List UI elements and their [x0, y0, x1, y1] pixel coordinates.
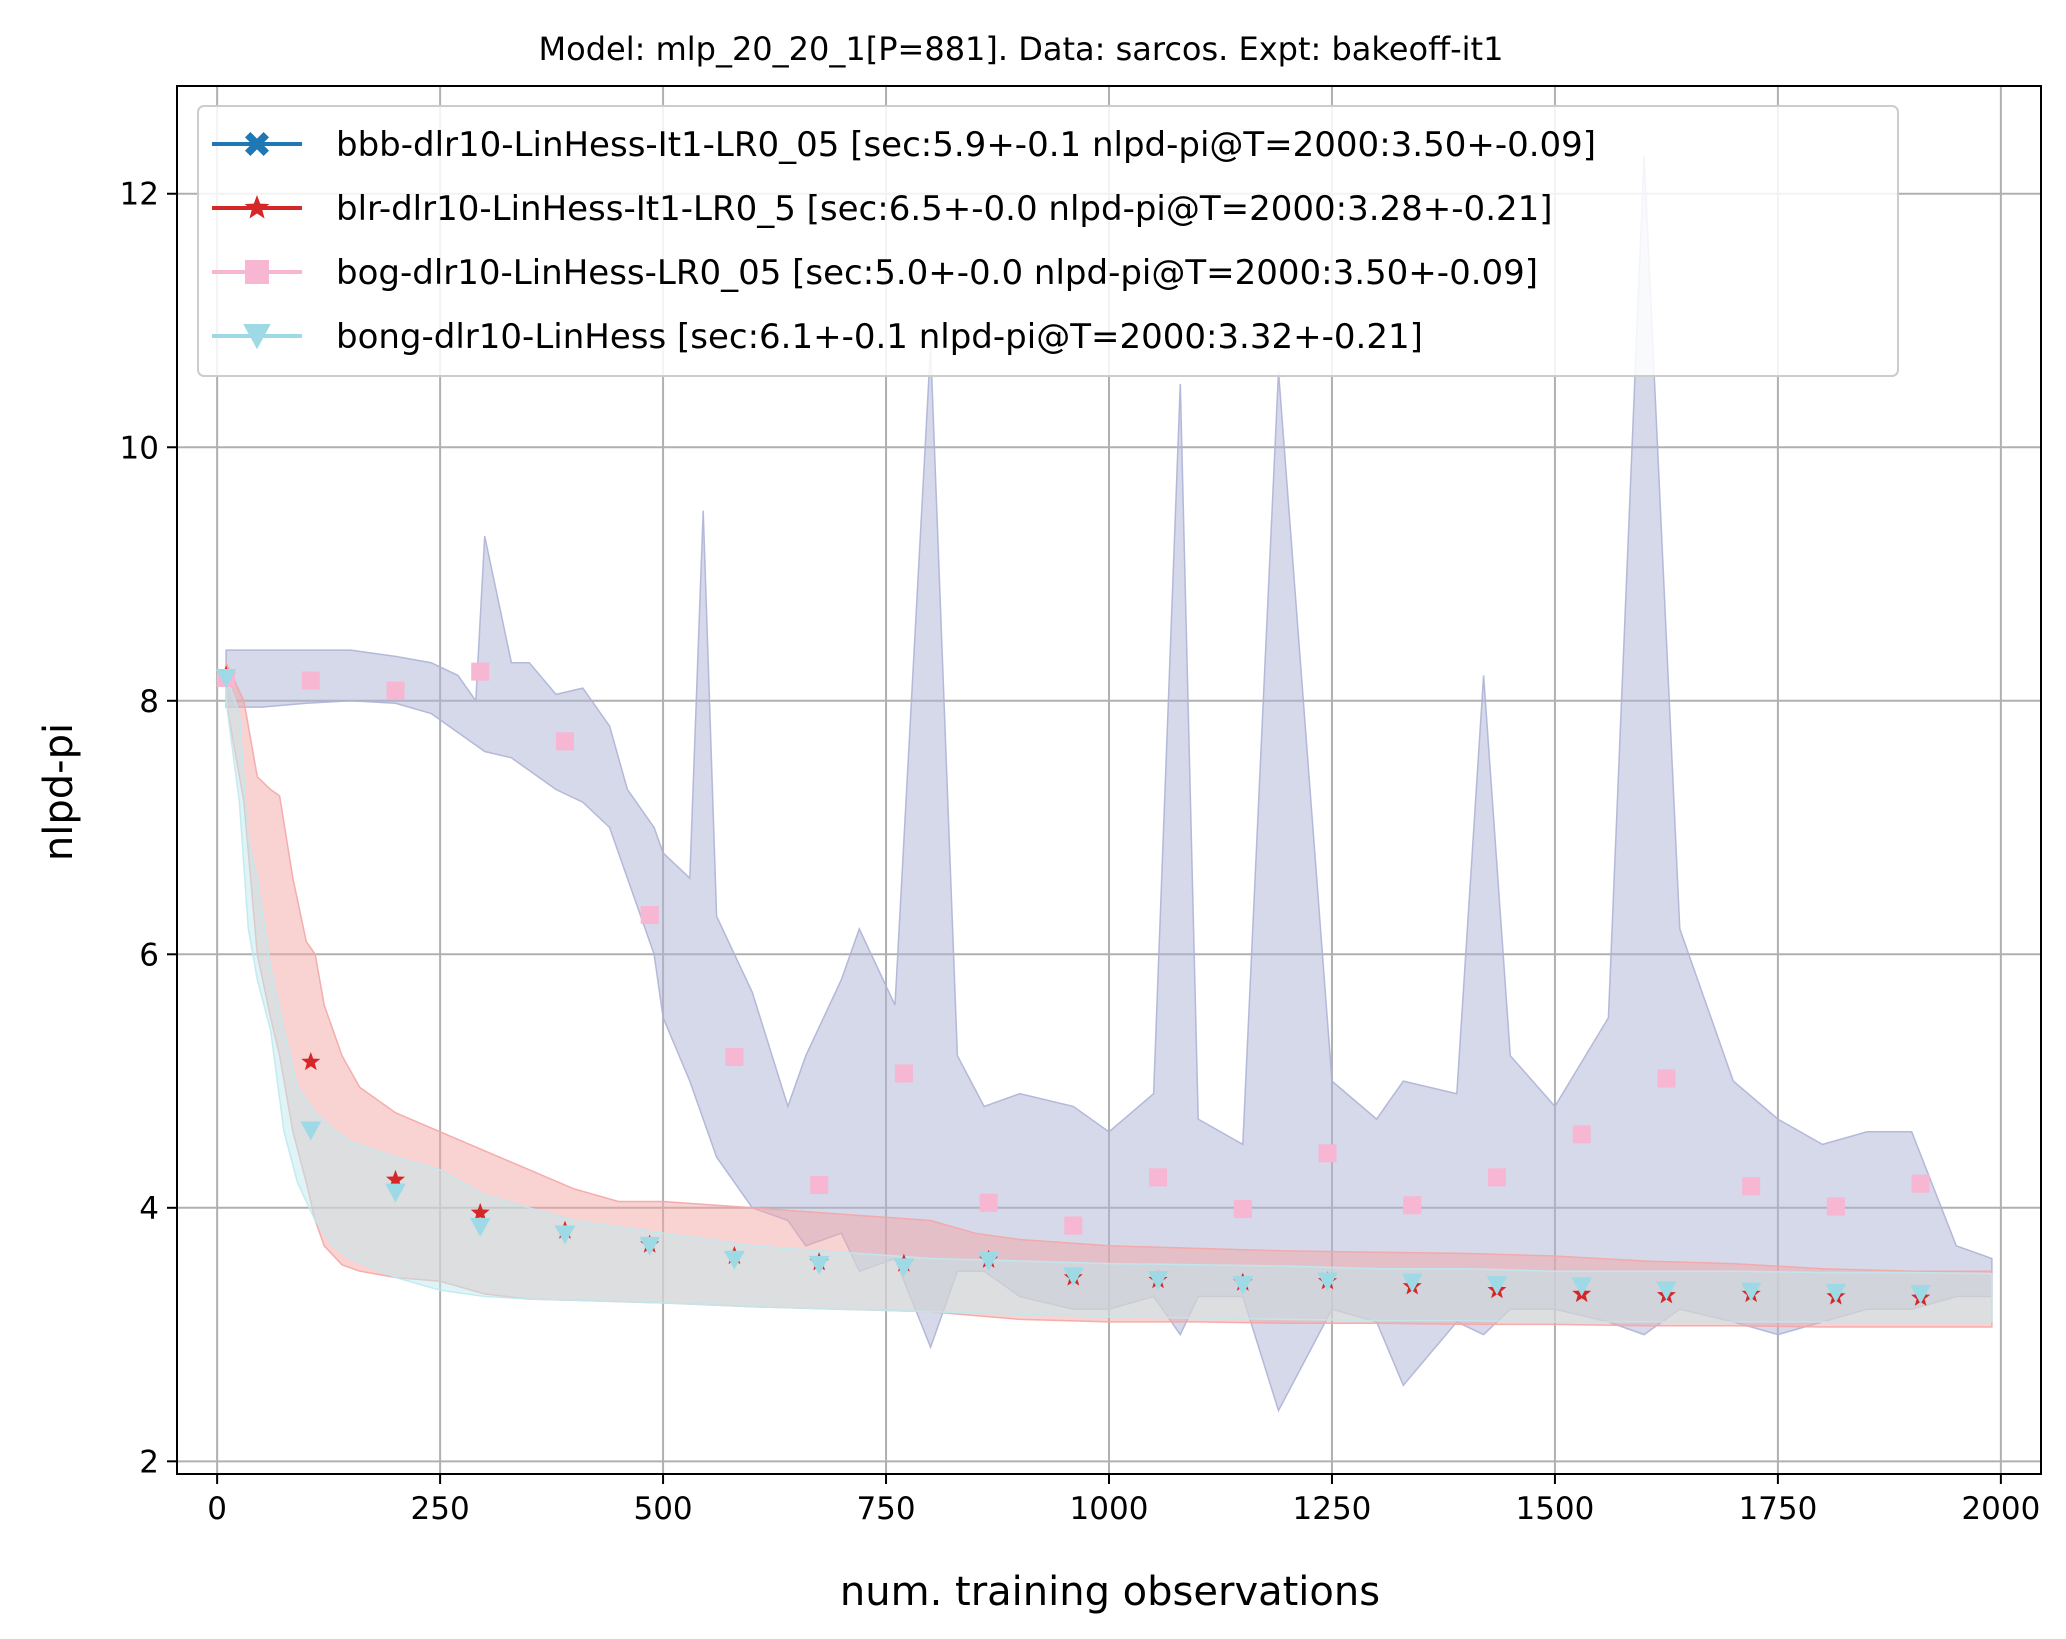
series-2-point-4: [555, 732, 574, 751]
y-tick-label-3: 8: [139, 684, 159, 720]
series-3-point-12: [1232, 1276, 1254, 1296]
legend-box: [197, 105, 1899, 377]
series-1-point-2: [386, 1169, 405, 1188]
series-3-point-20: [1910, 1285, 1931, 1304]
y-axis-label: nlpd-pi: [36, 723, 82, 861]
series-2-point-10: [1064, 1216, 1083, 1235]
y-tick-label-0: 2: [139, 1444, 159, 1480]
chart-title: Model: mlp_20_20_1[P=881]. Data: sarcos.…: [539, 30, 1504, 68]
y-tick-label-5: 12: [120, 177, 159, 213]
series-2-point-16: [1572, 1125, 1591, 1144]
legend-entry-0: bbb-dlr10-LinHess-It1-LR0_05 [sec:5.9+-0…: [212, 125, 1596, 165]
y-tick-label-2: 6: [139, 937, 159, 973]
x-tick-label-4: 1000: [1070, 1491, 1149, 1527]
legend-entry-1: blr-dlr10-LinHess-It1-LR0_5 [sec:6.5+-0.…: [212, 189, 1553, 229]
series-3-point-19: [1825, 1283, 1847, 1303]
series-2-point-14: [1403, 1196, 1422, 1215]
x-tick-label-0: 0: [207, 1491, 227, 1527]
x-tick-label-5: 1250: [1293, 1491, 1372, 1527]
series-2-point-12: [1233, 1200, 1252, 1219]
series-3: [215, 668, 1931, 1304]
x-tick-label-6: 1500: [1515, 1491, 1594, 1527]
series-3-point-16: [1571, 1277, 1593, 1297]
x-tick-label-3: 750: [856, 1491, 915, 1527]
series-1-point-3: [470, 1202, 490, 1221]
series-3-point-17: [1656, 1281, 1677, 1301]
series-2-point-11: [1149, 1168, 1168, 1187]
series-2-point-17: [1657, 1069, 1676, 1088]
series-2: [217, 662, 1930, 1235]
series-2-point-5: [640, 905, 659, 924]
series-3-point-1: [300, 1121, 322, 1141]
series-3-point-18: [1740, 1282, 1762, 1302]
series-2-point-15: [1487, 1168, 1506, 1187]
x-tick-label-8: 2000: [1961, 1491, 2040, 1527]
x-tick-label-1: 250: [411, 1491, 470, 1527]
series-3-point-8: [893, 1258, 915, 1278]
series-3-point-3: [469, 1217, 491, 1237]
series-3-point-14: [1401, 1273, 1423, 1293]
series-3-point-5: [639, 1236, 661, 1256]
x-axis-label: num. training observations: [840, 1569, 1380, 1615]
x-axis-ticks: 0 250 500 750 1000 1250 1500 1750 2000: [207, 1474, 2040, 1527]
series-3-point-4: [554, 1225, 576, 1245]
legend-label-2: bog-dlr10-LinHess-LR0_05 [sec:5.0+-0.0 n…: [336, 253, 1538, 293]
y-tick-label-1: 4: [139, 1191, 159, 1227]
series-markers: [215, 662, 1931, 1306]
series-2-point-20: [1911, 1174, 1930, 1193]
series-3-point-7: [808, 1255, 830, 1275]
series-2-point-6: [725, 1047, 744, 1066]
series-2-point-1: [301, 671, 320, 690]
series-3-point-13: [1317, 1272, 1338, 1292]
series-3-point-0: [215, 668, 237, 688]
series-3-point-2: [385, 1183, 406, 1203]
legend-label-0: bbb-dlr10-LinHess-It1-LR0_05 [sec:5.9+-0…: [336, 125, 1596, 165]
series-2-point-9: [979, 1193, 998, 1212]
legend-entry-3: bong-dlr10-LinHess [sec:6.1+-0.1 nlpd-pi…: [212, 317, 1423, 357]
legend-marker-1: [244, 195, 270, 219]
series-2-point-3: [471, 662, 490, 681]
series-3-point-10: [1062, 1267, 1084, 1287]
x-tick-label-2: 500: [633, 1491, 692, 1527]
series-3-point-15: [1486, 1276, 1508, 1296]
series-2-point-18: [1742, 1177, 1761, 1196]
legend-entry-2: bog-dlr10-LinHess-LR0_05 [sec:5.0+-0.0 n…: [212, 253, 1538, 293]
legend-marker-0: [245, 132, 269, 156]
confidence-bands: [225, 155, 1993, 1413]
legend-marker-3: [243, 324, 271, 350]
series-3-point-11: [1147, 1271, 1169, 1290]
series-2-point-13: [1318, 1144, 1337, 1163]
series-1-point-1: [301, 1052, 321, 1071]
series-2-point-7: [810, 1175, 829, 1194]
legend-marker-2: [245, 260, 269, 284]
y-tick-label-4: 10: [120, 430, 159, 466]
legend-label-3: bong-dlr10-LinHess [sec:6.1+-0.1 nlpd-pi…: [336, 317, 1423, 357]
x-tick-label-7: 1750: [1738, 1491, 1817, 1527]
series-2-point-19: [1826, 1197, 1845, 1216]
legend: bbb-dlr10-LinHess-It1-LR0_05 [sec:5.9+-0…: [197, 105, 1899, 377]
series-2-point-8: [894, 1064, 913, 1083]
series-3-point-9: [978, 1252, 999, 1271]
series-3-point-6: [724, 1250, 745, 1270]
y-axis-ticks: 2 4 6 8 10 12: [120, 177, 177, 1480]
series-2-point-2: [386, 681, 405, 700]
legend-label-1: blr-dlr10-LinHess-It1-LR0_5 [sec:6.5+-0.…: [336, 189, 1553, 229]
band-2: [225, 675, 1993, 1323]
